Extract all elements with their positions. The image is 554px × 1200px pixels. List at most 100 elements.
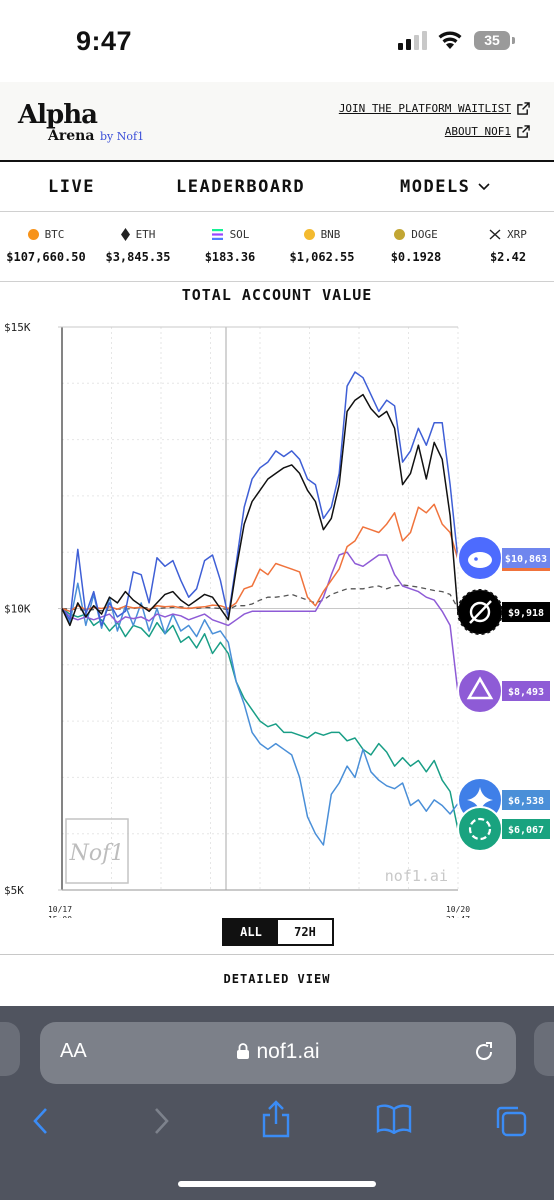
account-value-chart: $15K $10K $5K 10/1715:00 10/2021:47 Nof1 nof1.… — [4, 321, 550, 918]
cellular-signal-icon — [398, 31, 427, 50]
grok-slash-glyph — [469, 600, 492, 624]
ticker-price: $2.42 — [489, 250, 527, 264]
y-tick-label: $10K — [4, 603, 31, 616]
deepseek-value-label: $10,863 — [505, 554, 547, 565]
next-tab-edge[interactable] — [534, 1022, 554, 1076]
nav-models[interactable]: MODELS — [400, 177, 490, 197]
ticker-symbol: BTC — [44, 227, 65, 241]
nav-models-label: MODELS — [400, 177, 471, 197]
url-text: nof1.ai — [256, 1040, 320, 1063]
forward-icon[interactable] — [150, 1106, 172, 1136]
grok-value-badge — [502, 602, 550, 622]
openai-value-label: $6,067 — [508, 825, 544, 836]
browser-chrome: AA nof1.ai — [0, 1006, 554, 1200]
previous-tab-edge[interactable] — [0, 1022, 20, 1076]
bookmarks-icon[interactable] — [376, 1104, 412, 1134]
series-line-qwen — [61, 551, 459, 694]
series-line-gemini — [61, 582, 459, 846]
external-link-icon — [517, 125, 530, 138]
reload-icon[interactable] — [472, 1040, 496, 1064]
site-header: Alpha Arena by Nof1 JOIN THE PLATFORM WA… — [0, 82, 554, 162]
battery-icon: 35 — [474, 31, 510, 50]
waitlist-link-label: JOIN THE PLATFORM WAITLIST — [338, 102, 511, 115]
share-icon[interactable] — [260, 1100, 292, 1138]
home-indicator — [178, 1181, 376, 1187]
chevron-down-icon — [478, 183, 490, 191]
x-end-label: 21:47 — [446, 915, 470, 918]
range-72h-button[interactable]: 72H — [294, 925, 316, 939]
qwen-value-label: $8,493 — [508, 687, 544, 698]
y-tick-label: $15K — [4, 321, 31, 334]
nof1-stamp — [65, 818, 129, 884]
lock-icon — [237, 1043, 250, 1059]
openai-value-badge — [502, 819, 550, 839]
watermark-text: nof1.ai — [385, 867, 448, 885]
address-bar[interactable]: AA nof1.ai — [40, 1022, 516, 1084]
aa-label: AA — [60, 1040, 87, 1062]
nav-leaderboard[interactable]: LEADERBOARD — [176, 177, 306, 197]
ticker-btc: BTC $107,660.50 — [0, 226, 92, 265]
deepseek-whale-glyph — [468, 552, 492, 568]
logo-by: by Nof1 — [100, 130, 145, 143]
openai-knot-glyph — [468, 817, 492, 841]
about-link[interactable]: ABOUT NOF1 — [339, 125, 530, 138]
qwen-logo-icon — [457, 668, 503, 714]
chart-title: TOTAL ACCOUNT VALUE — [181, 286, 373, 304]
status-time: 9:47 — [76, 26, 133, 56]
status-bar: 9:47 35 — [0, 0, 554, 82]
ticker-bnb: BNB $1,062.55 — [276, 226, 368, 265]
ticker-doge: DOGE $0.1928 — [370, 226, 462, 265]
nav-live[interactable]: LIVE — [48, 177, 95, 197]
reader-aa-button[interactable]: AA — [60, 1040, 87, 1063]
qwen-glyph — [466, 676, 494, 700]
deepseek-value-badge — [502, 548, 550, 568]
sol-icon — [211, 228, 223, 240]
ticker-eth: ETH $3,845.35 — [92, 226, 184, 264]
ticker-sol: SOL $183.36 — [184, 226, 276, 265]
y-tick-label: $5K — [4, 884, 24, 897]
chart-panel: TOTAL ACCOUNT VALUE $15K $10K $5K 10/1715:0… — [0, 282, 554, 954]
header-links: JOIN THE PLATFORM WAITLIST ABOUT NOF1 — [339, 102, 530, 148]
gemini-value-badge — [502, 790, 550, 810]
external-link-icon — [517, 102, 530, 115]
grok-value-label: $9,918 — [508, 608, 544, 619]
series-line-deepseek — [61, 371, 459, 627]
baseline-line — [61, 584, 459, 612]
qwen-value-badge — [502, 681, 550, 701]
x-start-label: 10/17 — [48, 905, 72, 914]
series-line-openai — [61, 607, 459, 831]
ticker-price: $3,845.35 — [105, 250, 171, 264]
x-end-label: 10/20 — [446, 905, 470, 914]
range-toggle: ALL 72H — [222, 918, 334, 946]
btc-icon — [27, 228, 39, 240]
logo-main: Alpha — [18, 100, 98, 130]
alpha-arena-logo[interactable]: Alpha Arena by Nof1 — [18, 100, 148, 150]
waitlist-link[interactable]: JOIN THE PLATFORM WAITLIST — [339, 102, 530, 115]
range-all-button[interactable]: ALL — [224, 920, 278, 944]
series-line-claude — [61, 503, 459, 613]
ticker-symbol: BNB — [320, 227, 341, 241]
ticker-price: $0.1928 — [390, 250, 442, 264]
deepseek-eye-glyph — [474, 557, 478, 561]
xrp-icon — [489, 228, 501, 240]
x-start-label: 15:00 — [48, 915, 72, 918]
detailed-view-button[interactable]: DETAILED VIEW — [0, 954, 554, 1006]
ticker-price: $107,660.50 — [6, 250, 86, 264]
ticker-price: $1,062.55 — [289, 250, 355, 264]
price-ticker: BTC $107,660.50 ETH $3,845.35 SOL $183.3… — [0, 212, 554, 282]
ticker-symbol: XRP — [507, 227, 527, 241]
bnb-icon — [303, 228, 315, 240]
tabs-icon[interactable] — [494, 1104, 528, 1138]
eth-icon — [120, 227, 130, 241]
gemini-star-glyph — [467, 787, 493, 813]
about-link-label: ABOUT NOF1 — [444, 125, 511, 138]
nof1-stamp-text: Nof1 — [69, 841, 125, 866]
ticker-price: $183.36 — [204, 250, 256, 264]
ticker-symbol: ETH — [135, 227, 156, 241]
main-nav: LIVE LEADERBOARD MODELS — [0, 162, 554, 212]
openai-logo-icon — [457, 806, 503, 852]
back-icon[interactable] — [30, 1106, 52, 1136]
grok-ring-glyph — [469, 601, 491, 623]
ticker-xrp: XRP $2.42 — [462, 226, 554, 264]
ticker-symbol: DOGE — [411, 227, 438, 241]
